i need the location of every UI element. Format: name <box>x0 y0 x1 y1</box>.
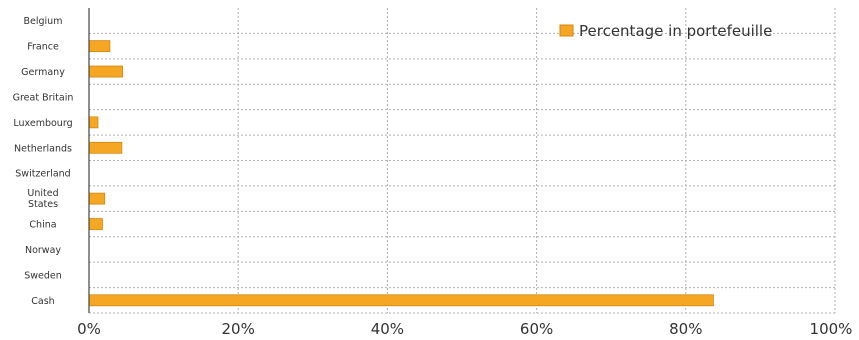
category-label: China <box>29 220 56 231</box>
category-label: France <box>27 42 59 53</box>
category-label: Belgium <box>24 16 63 27</box>
bar-france <box>88 40 111 53</box>
x-tick-labels: 0% 20% 40% 60% 80% 100% <box>77 320 852 338</box>
bar-luxembourg <box>88 116 99 129</box>
category-label: Cash <box>31 296 54 307</box>
category-label: Luxembourg <box>13 118 72 129</box>
category-label: Sweden <box>24 270 62 281</box>
x-tick-label: 20% <box>222 320 255 338</box>
category-label: United States <box>27 188 58 210</box>
x-tick-label: 80% <box>669 320 702 338</box>
bar-netherlands <box>88 141 123 154</box>
category-label: Norway <box>25 245 61 256</box>
grid-lines <box>89 8 836 314</box>
x-tick-label: 0% <box>77 320 101 338</box>
legend: Percentage in portefeuille <box>559 22 772 40</box>
category-labels: Belgium France Germany Great Britain Luxembo… <box>13 16 74 307</box>
legend-label: Percentage in portefeuille <box>579 22 772 40</box>
x-tick-label: 60% <box>520 320 553 338</box>
bar-germany <box>88 65 123 78</box>
x-tick-label: 100% <box>810 320 853 338</box>
bar-cash <box>88 294 714 307</box>
x-tick-label: 40% <box>371 320 404 338</box>
bars <box>88 40 714 307</box>
bar-china <box>88 218 103 230</box>
bar-united-states <box>88 192 106 205</box>
category-label: Great Britain <box>13 92 74 103</box>
category-label: Switzerland <box>15 169 70 180</box>
legend-swatch <box>559 24 574 37</box>
category-label: Germany <box>21 67 65 78</box>
category-label: Netherlands <box>14 143 72 154</box>
